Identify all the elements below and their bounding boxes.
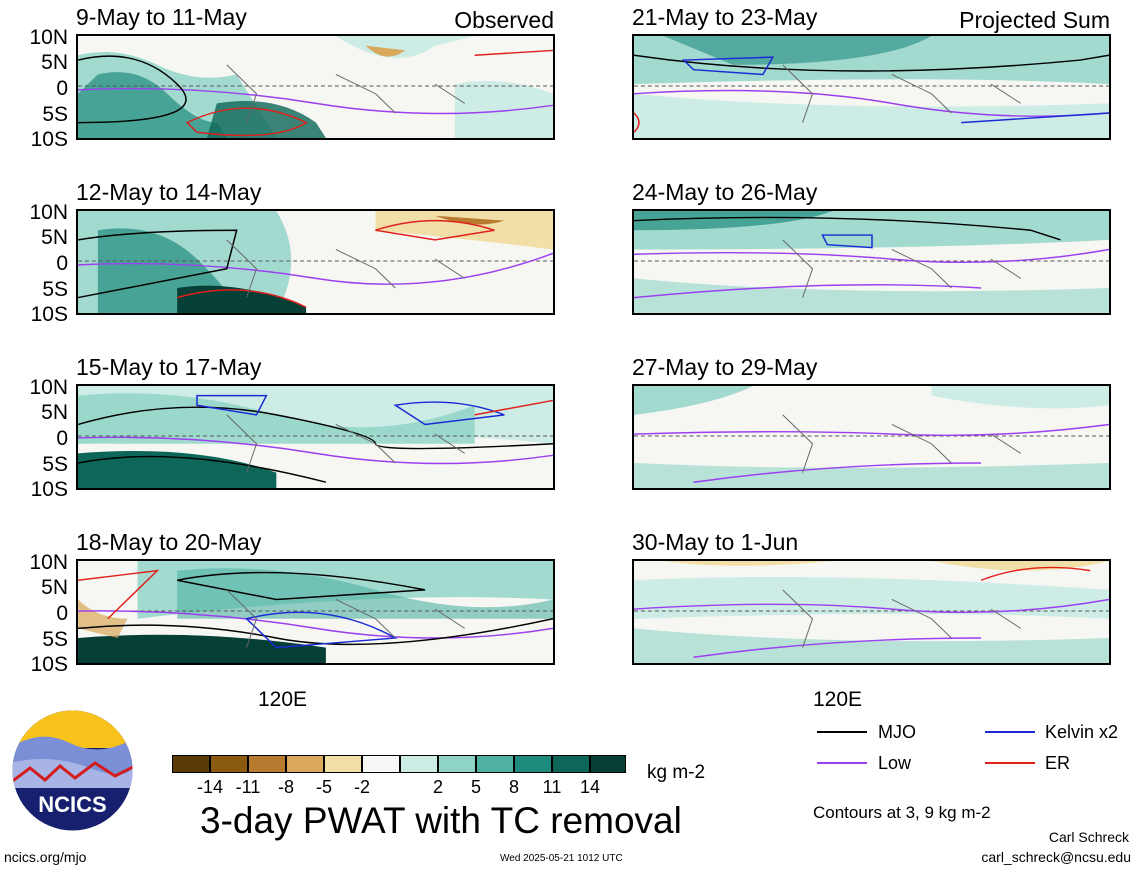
lat-label: 10S <box>30 478 68 501</box>
panel-tag: Observed <box>454 7 554 33</box>
map-panel <box>76 209 555 315</box>
lon-label: 120E <box>813 688 863 711</box>
map-panel <box>632 209 1111 315</box>
colorbar-label: -5 <box>315 777 332 797</box>
legend-line-er <box>985 762 1035 764</box>
lat-label: 0 <box>56 77 68 100</box>
legend-label-er: ER <box>1045 753 1071 773</box>
lat-label: 0 <box>56 602 68 625</box>
colorbar-label: 11 <box>542 777 562 797</box>
lat-label: 0 <box>56 252 68 275</box>
panel-tag: Projected Sum <box>959 7 1110 33</box>
panel-title: 24-May to 26-May <box>632 179 818 205</box>
panel-title: 21-May to 23-May <box>632 4 818 30</box>
colorbar-label: 8 <box>508 777 519 797</box>
legend-line-kelvin <box>985 731 1035 733</box>
lon-label: 120E <box>258 688 308 711</box>
contours-note: Contours at 3, 9 kg m-2 <box>813 803 991 822</box>
lat-label: 5S <box>42 278 68 301</box>
map-panel <box>632 559 1111 665</box>
colorbar-swatch <box>210 755 248 773</box>
colorbar-label: 14 <box>579 777 601 797</box>
panel-title: 27-May to 29-May <box>632 354 818 380</box>
map-panel <box>632 34 1111 140</box>
colorbar-label: -14 <box>196 777 223 797</box>
map-panel <box>76 384 555 490</box>
panel-title: 15-May to 17-May <box>76 354 262 380</box>
logo-text: NCICS <box>38 792 106 817</box>
lat-label: 5S <box>42 453 68 476</box>
lat-label: 10N <box>29 201 68 224</box>
colorbar-swatch <box>438 755 476 773</box>
colorbar-swatch <box>248 755 286 773</box>
panel-title: 18-May to 20-May <box>76 529 262 555</box>
ncics-logo: NCICS <box>10 708 135 833</box>
lat-label: 5N <box>41 576 68 599</box>
lat-label: 10N <box>29 551 68 574</box>
author: Carl Schreck <box>1048 829 1129 845</box>
colorbar-swatch <box>476 755 514 773</box>
lat-label: 10N <box>29 376 68 399</box>
colorbar-label: -8 <box>277 777 294 797</box>
legend-label-kelvin: Kelvin x2 <box>1045 722 1119 742</box>
lat-label: 0 <box>56 427 68 450</box>
colorbar-label: 5 <box>470 777 481 797</box>
lat-label: 5S <box>42 103 68 126</box>
colorbar-label: -2 <box>353 777 370 797</box>
lat-label: 10S <box>30 653 68 676</box>
email[interactable]: carl_schreck@ncsu.edu <box>981 849 1131 865</box>
lat-label: 5N <box>41 51 68 74</box>
colorbar-swatch <box>552 755 590 773</box>
colorbar-swatch <box>286 755 324 773</box>
main-title: 3-day PWAT with TC removal <box>200 800 682 841</box>
colorbar-swatch <box>590 755 626 773</box>
colorbar-label: 2 <box>432 777 443 797</box>
map-panel <box>76 559 555 665</box>
colorbar-swatch <box>362 755 400 773</box>
panel-title: 12-May to 14-May <box>76 179 262 205</box>
panel-title: 9-May to 11-May <box>76 4 247 30</box>
colorbar-swatch <box>514 755 552 773</box>
colorbar: -14 -11 -8 -5 -2 2 5 8 11 14 <box>172 755 626 801</box>
map-panel <box>632 384 1111 490</box>
lat-label: 5N <box>41 226 68 249</box>
colorbar-unit: kg m-2 <box>647 762 706 783</box>
panel-title: 30-May to 1-Jun <box>632 529 799 555</box>
lat-label: 5N <box>41 401 68 424</box>
legend-line-mjo <box>817 731 867 733</box>
colorbar-swatch <box>400 755 438 773</box>
timestamp: Wed 2025-05-21 1012 UTC <box>500 853 623 864</box>
legend-label-low: Low <box>878 753 912 773</box>
lat-label: 5S <box>42 628 68 651</box>
lat-label: 10S <box>30 303 68 326</box>
map-panel <box>76 34 555 140</box>
colorbar-swatch <box>172 755 210 773</box>
lat-label: 10N <box>29 26 68 49</box>
site-link[interactable]: ncics.org/mjo <box>4 849 87 865</box>
lat-label: 10S <box>30 128 68 151</box>
colorbar-swatch <box>324 755 362 773</box>
legend-label-mjo: MJO <box>878 722 916 742</box>
legend-line-low <box>817 762 867 764</box>
colorbar-label: -11 <box>235 777 261 797</box>
